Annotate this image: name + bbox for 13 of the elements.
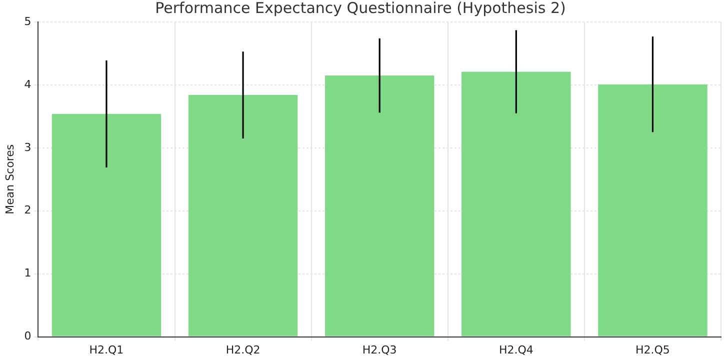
x-tick-label: H2.Q5: [636, 343, 670, 356]
chart-title: Performance Expectancy Questionnaire (Hypothesis 2): [155, 0, 566, 17]
x-tick-label: H2.Q4: [498, 343, 534, 356]
y-tick-label: 3: [24, 140, 32, 154]
x-tick-label: H2.Q3: [362, 343, 397, 356]
y-tick-label: 4: [24, 78, 32, 91]
y-tick-label: 5: [24, 14, 32, 28]
x-tick-label: H2.Q2: [226, 343, 260, 356]
y-axis-title: Mean Scores: [3, 144, 16, 214]
y-tick-label: 1: [24, 266, 32, 280]
x-tick-label: H2.Q1: [89, 343, 124, 356]
y-tick-label: 0: [24, 330, 32, 343]
y-tick-label: 2: [24, 204, 32, 217]
